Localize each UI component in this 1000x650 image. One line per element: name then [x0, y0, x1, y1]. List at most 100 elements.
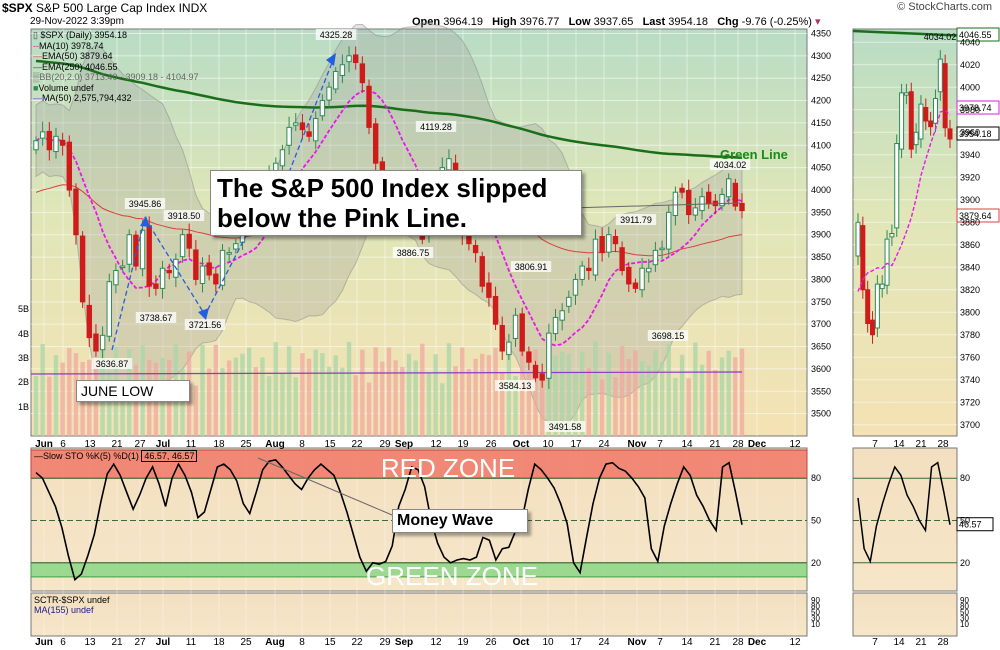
- volume-bar: [366, 382, 372, 436]
- legend-ema250: —EMA(250) 4046.55: [33, 61, 118, 72]
- candle-body: [93, 333, 99, 352]
- volume-bar: [673, 377, 678, 436]
- date-tick-label-bottom: 10: [542, 637, 554, 648]
- candle-body: [366, 85, 372, 128]
- volume-bar: [713, 369, 718, 436]
- sctr-tick-label: 80: [811, 602, 820, 611]
- volume-bar: [606, 352, 611, 436]
- volume-bar: [353, 375, 358, 436]
- volume-bar: [719, 357, 725, 436]
- candle-body: [579, 265, 585, 280]
- date-tick-label-bottom: 18: [213, 637, 225, 648]
- mini-price-tick-label: 4020: [960, 60, 980, 70]
- candle-body: [319, 100, 326, 117]
- mini-candle-body: [855, 221, 861, 257]
- candle-body: [519, 313, 525, 352]
- volume-bar: [40, 343, 45, 436]
- volume-bar: [486, 355, 492, 436]
- volume-bar: [386, 347, 392, 436]
- legend-ma10: --MA(10) 3978.74: [33, 40, 104, 51]
- candle-body: [153, 283, 159, 289]
- date-tick-label-bottom: 13: [84, 637, 96, 648]
- candle-body: [512, 314, 519, 339]
- volume-bar: [686, 378, 691, 436]
- date-tick-label: 21: [111, 439, 123, 450]
- price-label-bg: [135, 312, 177, 323]
- mini-candle-body: [947, 128, 953, 140]
- date-tick-label-bottom: 29: [379, 637, 391, 648]
- candle-body: [599, 236, 605, 254]
- date-tick-label-bottom: Dec: [748, 637, 767, 648]
- volume-bar: [346, 341, 352, 436]
- mini-candle-body: [889, 233, 895, 238]
- mini-date-tick-label-bottom: 28: [937, 637, 949, 648]
- candle-body: [592, 238, 599, 276]
- mini-price-tick-label: 3980: [960, 105, 980, 115]
- mini-date-tick-label: 14: [893, 439, 905, 450]
- green-line-label: Green Line: [720, 147, 788, 162]
- mini-date-tick-label: 21: [915, 439, 927, 450]
- ema50-value-box-text: 3879.64: [959, 211, 992, 221]
- candle-body: [179, 234, 186, 258]
- mini-candle-body: [894, 143, 900, 229]
- chart-title: $SPX S&P 500 Large Cap Index INDX: [2, 1, 207, 15]
- volume-bar: [646, 365, 651, 436]
- date-tick-label: 27: [134, 439, 146, 450]
- mini-price-tick-label: 3920: [960, 172, 980, 182]
- down-arrow-icon: ▾: [815, 16, 821, 28]
- high-value: 3976.77: [519, 16, 560, 28]
- candle-body: [306, 131, 312, 137]
- candle-body: [59, 139, 66, 146]
- volume-bar: [413, 360, 418, 436]
- legend-price: ▯ $SPX (Daily) 3954.18: [33, 30, 128, 40]
- ema250-value-box-text: 4046.55: [959, 30, 992, 40]
- sto-k-value: 46.57: [144, 451, 167, 461]
- volume-bar: [493, 347, 498, 436]
- volume-bar: [473, 358, 478, 436]
- money-wave-pointer: [257, 457, 393, 516]
- source-credit: © StockCharts.com: [897, 1, 992, 13]
- price-label: 3698.15: [652, 331, 685, 341]
- mini-price-tick-label: 4000: [960, 82, 980, 92]
- price-tick-label: 3800: [811, 274, 831, 284]
- ma10-line: [35, 89, 743, 347]
- price-label: 4034.02: [714, 160, 747, 170]
- candle-body: [346, 55, 352, 63]
- volume-bar: [426, 373, 432, 436]
- mini-date-tick-label-bottom: 21: [915, 637, 927, 648]
- candle-body: [492, 295, 499, 325]
- mini-candle-body: [903, 92, 909, 96]
- volume-bar: [226, 360, 232, 436]
- volume-bar: [286, 346, 292, 436]
- volume-bar: [506, 354, 512, 436]
- candle-body: [486, 282, 492, 298]
- candle-body: [226, 252, 232, 255]
- volume-bar: [739, 348, 745, 436]
- ema50-value-box: [956, 208, 1000, 223]
- candle-body: [326, 86, 332, 101]
- volume-bar: [586, 368, 592, 436]
- date-tick-label-bottom: 27: [134, 637, 146, 648]
- volume-bar: [233, 357, 239, 436]
- sto-value-box-text: 46.57: [959, 520, 982, 530]
- date-tick-label-bottom: 24: [598, 637, 610, 648]
- mini-sto-tick-label: 50: [960, 516, 970, 526]
- mini-price-tick-label: 3880: [960, 217, 980, 227]
- volume-bar: [679, 354, 685, 436]
- volume-bar: [500, 372, 505, 436]
- candle-body: [526, 351, 532, 363]
- volume-bar: [466, 368, 472, 436]
- date-tick-label: 10: [542, 439, 554, 450]
- candle-body: [286, 126, 292, 146]
- volume-bar: [546, 351, 552, 436]
- price-tick-label: 4000: [811, 185, 831, 195]
- volume-bar: [306, 358, 312, 436]
- red-zone-label: RED ZONE: [381, 453, 515, 483]
- price-tick-label: 3550: [811, 386, 831, 396]
- ema250-line: [35, 59, 743, 159]
- price-label: 4119.28: [420, 122, 452, 132]
- candle-body: [446, 158, 452, 171]
- date-tick-label-bottom: 6: [60, 637, 66, 648]
- candle-body: [146, 225, 152, 287]
- volume-bar: [593, 341, 598, 436]
